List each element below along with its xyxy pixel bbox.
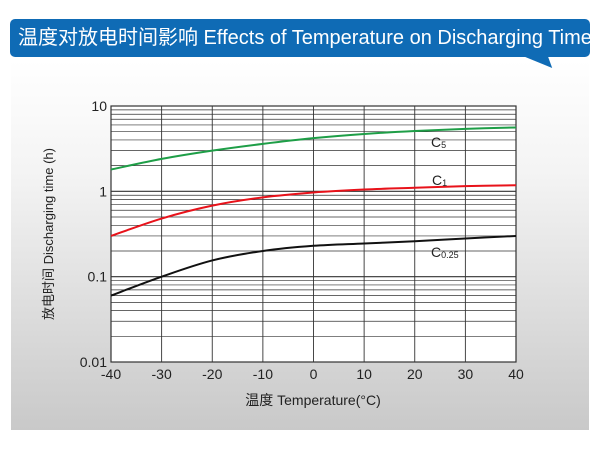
y-tick-label: 1: [99, 183, 107, 199]
title-bar: 温度对放电时间影响 Effects of Temperature on Disc…: [10, 19, 592, 57]
series-label-C0.25: C0.25: [431, 244, 459, 260]
x-tick-label: 40: [508, 366, 524, 382]
x-tick-label: 20: [407, 366, 423, 382]
grid: -40 -30 -20 -10 0 10 20 30 40 0.01 0.1 1 10: [80, 98, 524, 382]
x-tick-label: 0: [310, 366, 318, 382]
series-label-C1: C1: [432, 172, 447, 188]
page-title: 温度对放电时间影响 Effects of Temperature on Disc…: [18, 27, 592, 49]
x-tick-label: -10: [253, 366, 273, 382]
series-label-C5: C5: [431, 134, 446, 150]
y-tick-label: 0.1: [88, 269, 108, 285]
series-line-C5: [110, 126, 517, 171]
x-tick-label: -20: [202, 366, 222, 382]
labels: C5 C1 C0.25: [431, 134, 459, 260]
x-axis-label: 温度 Temperature(°C): [245, 392, 381, 408]
y-axis-label: 放电时间 Discharging time (h): [41, 148, 56, 320]
series-line-C0.25: [110, 234, 517, 297]
x-tick-label: 10: [356, 366, 372, 382]
y-tick-label: 0.01: [80, 354, 107, 370]
series-lines: [110, 126, 517, 297]
x-tick-label: -40: [101, 366, 121, 382]
x-tick-label: -30: [152, 366, 172, 382]
series-line-C1: [110, 184, 517, 237]
x-tick-label: 30: [458, 366, 474, 382]
y-tick-label: 10: [91, 98, 107, 114]
